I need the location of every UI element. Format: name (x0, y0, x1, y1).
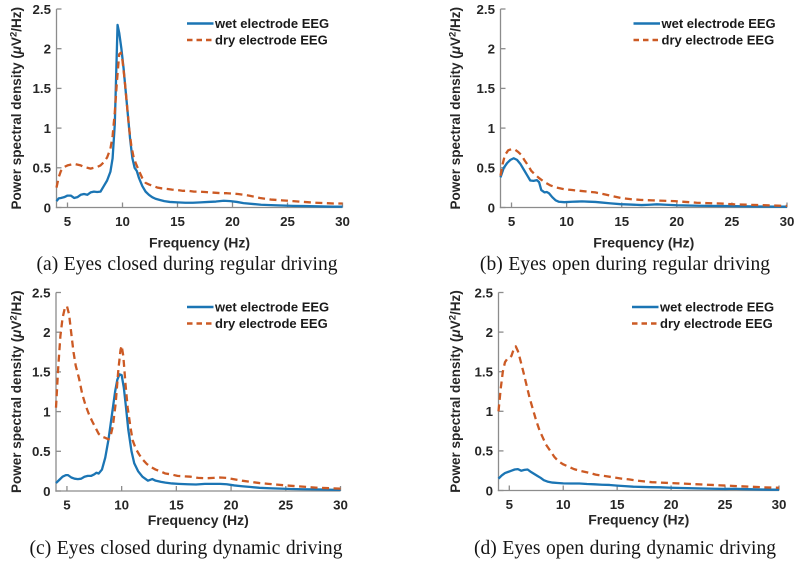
dry-electrode-line (499, 147, 788, 208)
x-tick-label: 10 (114, 498, 129, 513)
y-tick-label: 1.5 (32, 365, 51, 380)
y-axis-title: Power spectral density (μV2/Hz) (448, 290, 464, 492)
y-tick-label: 2 (44, 41, 51, 56)
legend-label: wet electrode EEG (661, 16, 776, 31)
subplot-d: 5 10 15 20 25 30 0 0.5 1 1.5 2 2.5 Frequency (Hz) Pow… (448, 285, 787, 527)
x-axis-title: Frequency (Hz) (148, 512, 249, 528)
y-axis-title: Power spectral density (μV2/Hz) (9, 7, 25, 209)
wet-electrode-line (55, 23, 343, 208)
x-tick-label: 15 (170, 214, 185, 229)
x-tick-label: 25 (725, 214, 740, 229)
y-axis-title: Power spectral density (μV2/Hz) (9, 291, 25, 493)
legend-label: wet electrode EEG (214, 300, 329, 315)
x-tick-label: 5 (508, 214, 516, 229)
x-tick-label: 5 (506, 497, 514, 512)
y-tick-label: 1.5 (475, 364, 494, 379)
caption-b: (b) Eyes open during regular driving (479, 254, 771, 275)
y-tick-label: 1 (488, 121, 496, 136)
y-tick-label: 0.5 (475, 444, 494, 459)
y-tick-label: 0 (488, 200, 495, 215)
dry-electrode-line (54, 304, 341, 490)
x-tick-label: 30 (335, 214, 350, 229)
x-tick-label: 25 (278, 498, 293, 513)
subplot-a: 5 10 15 20 25 30 0 0.5 1 1.5 2 2.5 Frequency (Hz) Pow… (9, 2, 350, 251)
x-tick-label: 20 (664, 497, 679, 512)
dry-electrode-line (55, 51, 343, 205)
x-tick-label: 5 (64, 214, 72, 229)
subplot-c: 5 10 15 20 25 30 0 0.5 1 1.5 2 2.5 Frequency (Hz) Pow… (9, 285, 348, 528)
subplot-b: 5 10 15 20 25 30 0 0.5 1 1.5 2 2.5 Frequency (Hz) Pow… (448, 2, 795, 251)
wet-electrode-line (499, 157, 787, 208)
y-tick-label: 2.5 (32, 285, 51, 300)
y-tick-label: 0 (44, 200, 51, 215)
y-tick-label: 0 (43, 484, 50, 499)
y-tick-label: 1.5 (477, 81, 496, 96)
y-axis-title: Power spectral density (μV2/Hz) (448, 7, 464, 209)
caption-c: (c) Eyes closed during dynamic driving (29, 538, 343, 559)
y-tick-label: 1 (486, 404, 494, 419)
x-tick-label: 30 (772, 497, 787, 512)
legend-label: dry electrode EEG (215, 316, 328, 331)
x-tick-label: 15 (614, 214, 629, 229)
x-tick-label: 10 (559, 214, 574, 229)
y-tick-label: 1 (43, 404, 51, 419)
y-tick-label: 0.5 (477, 161, 496, 176)
legend-label: dry electrode EEG (215, 33, 328, 48)
x-tick-label: 25 (718, 497, 733, 512)
x-tick-label: 20 (669, 214, 684, 229)
y-tick-label: 1.5 (33, 81, 52, 96)
y-tick-label: 2.5 (477, 2, 496, 17)
x-tick-label: 5 (63, 498, 71, 513)
y-tick-label: 2 (486, 325, 493, 340)
x-tick-label: 15 (169, 498, 184, 513)
wet-electrode-line (55, 373, 341, 491)
y-tick-label: 1 (44, 121, 52, 136)
y-tick-label: 2 (488, 41, 495, 56)
dry-electrode-line (497, 345, 780, 489)
x-axis-title: Frequency (Hz) (588, 512, 689, 528)
y-tick-label: 2.5 (33, 2, 52, 17)
caption-a: (a) Eyes closed during regular driving (36, 254, 338, 275)
x-tick-label: 20 (224, 498, 239, 513)
y-tick-label: 0.5 (33, 161, 52, 176)
x-tick-label: 10 (556, 497, 571, 512)
x-tick-label: 20 (225, 214, 240, 229)
wet-electrode-line (497, 467, 779, 491)
legend-label: wet electrode EEG (659, 300, 774, 315)
x-axis-title: Frequency (Hz) (149, 235, 250, 251)
legend-label: wet electrode EEG (214, 16, 329, 31)
y-tick-label: 0.5 (32, 444, 51, 459)
caption-d: (d) Eyes open during dynamic driving (473, 538, 777, 559)
y-tick-label: 2 (43, 325, 50, 340)
y-tick-label: 2.5 (475, 285, 494, 300)
legend-label: dry electrode EEG (660, 316, 773, 331)
x-tick-label: 30 (333, 498, 348, 513)
x-axis-title: Frequency (Hz) (593, 235, 694, 251)
x-tick-label: 30 (780, 214, 795, 229)
x-tick-label: 15 (610, 497, 625, 512)
x-tick-label: 10 (115, 214, 130, 229)
y-tick-label: 0 (486, 483, 493, 498)
x-tick-label: 25 (280, 214, 295, 229)
legend-label: dry electrode EEG (662, 33, 775, 48)
